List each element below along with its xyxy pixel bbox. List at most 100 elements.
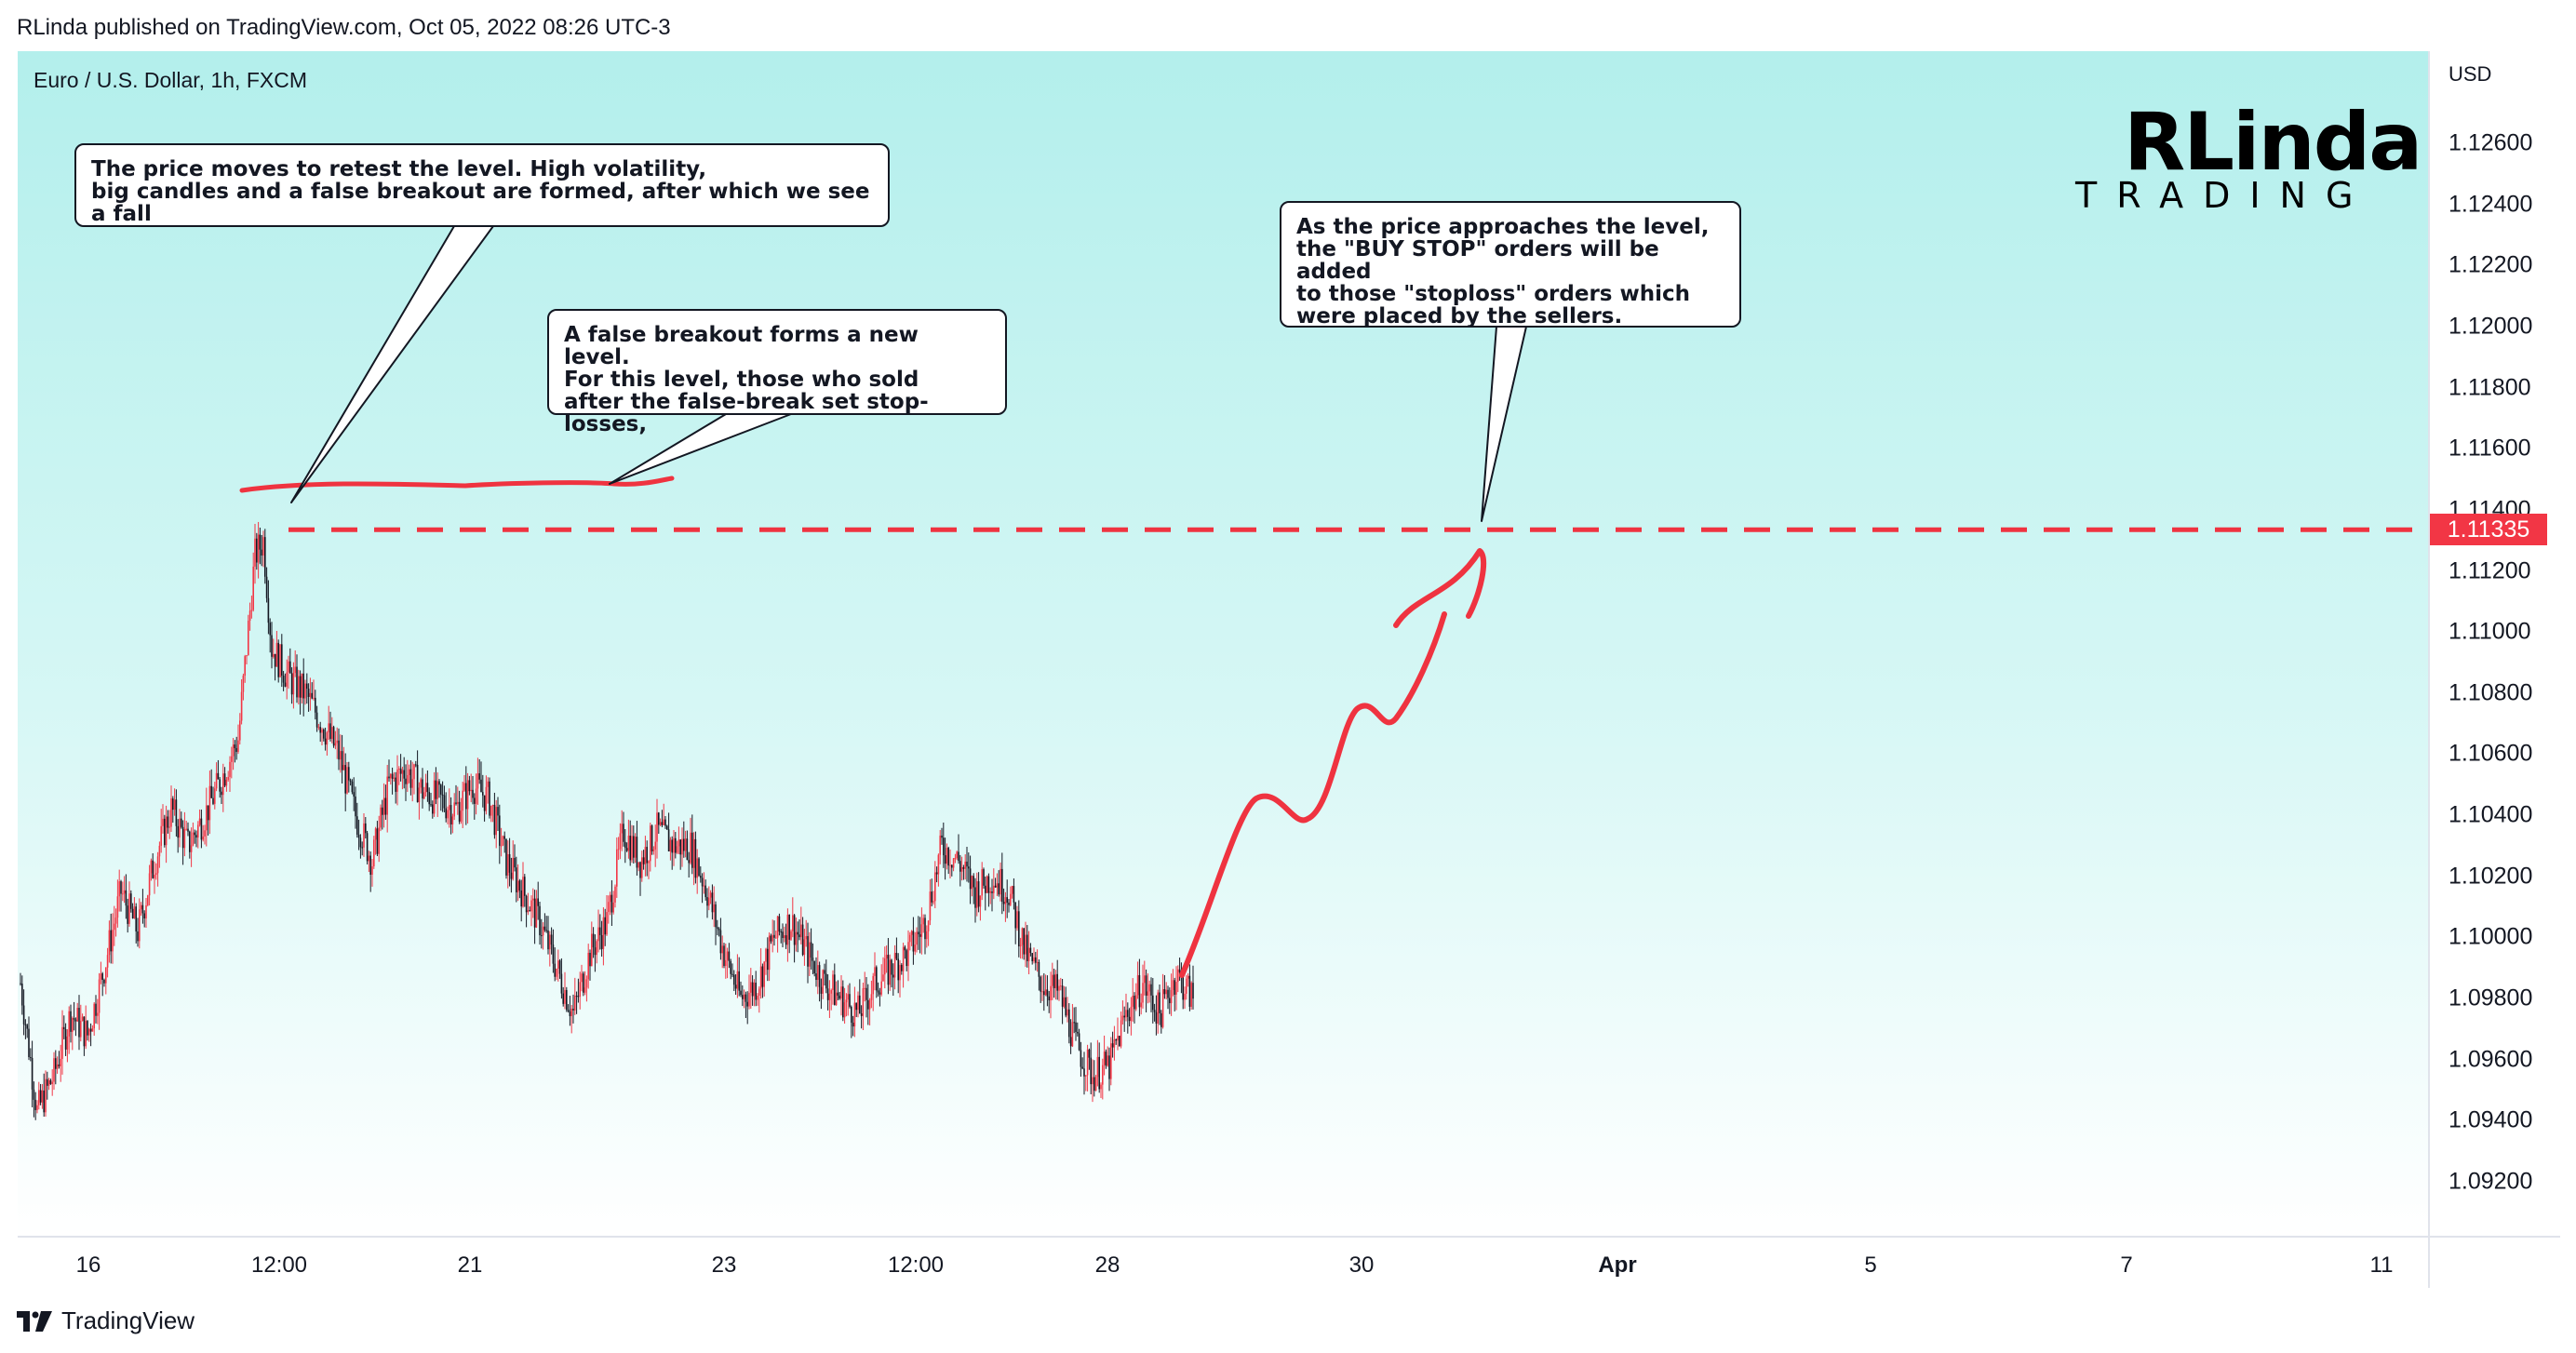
candle-body: [985, 885, 986, 893]
chart-plot-area[interactable]: Euro / U.S. Dollar, 1h, FXCM: [18, 51, 2428, 1236]
candle-body: [112, 930, 114, 952]
candle-body: [852, 1023, 854, 1027]
candle-body: [274, 653, 276, 667]
candle-body: [374, 828, 377, 840]
candle-body: [60, 1058, 61, 1066]
candle-body: [778, 916, 781, 932]
candle-body: [422, 779, 423, 799]
candle-body: [323, 729, 325, 739]
candle-body: [1157, 992, 1159, 1025]
candle-body: [616, 849, 618, 887]
candle-body: [1145, 975, 1147, 996]
candle-body: [1161, 989, 1164, 1027]
candle-body: [81, 1016, 84, 1021]
candle-body: [962, 866, 965, 869]
candle-body: [321, 729, 323, 733]
candle-body: [625, 848, 628, 851]
candle-body: [1188, 975, 1191, 1007]
candle-body: [765, 948, 767, 962]
candle-body: [704, 885, 706, 898]
candle-body: [349, 780, 352, 782]
candle-body: [803, 939, 806, 956]
candle-body: [909, 934, 911, 943]
candle-body: [177, 825, 179, 838]
tradingview-brand: TradingView: [61, 1306, 195, 1334]
candle-body: [820, 986, 823, 994]
tradingview-footer[interactable]: TradingView: [17, 1306, 195, 1335]
candle-body: [627, 836, 630, 851]
candle-body: [1134, 995, 1135, 1010]
candle-body: [824, 970, 825, 974]
candle-body: [1108, 1055, 1110, 1079]
candle-body: [256, 538, 258, 563]
price-axis[interactable]: USD 1.12600 1.12400 1.12200 1.12000 1.11800 1…: [2428, 51, 2560, 1236]
candle-body: [932, 901, 934, 903]
candle-body: [351, 781, 354, 793]
candle-body: [438, 781, 440, 785]
candle-body: [583, 973, 584, 993]
time-tick-label: 16: [75, 1253, 101, 1278]
candle-body: [179, 818, 181, 838]
candle-body: [175, 799, 178, 826]
time-tick-label: 12:00: [887, 1253, 945, 1278]
candle-body: [475, 788, 477, 804]
candle-body: [994, 885, 997, 888]
candle-body: [901, 964, 903, 971]
candle-body: [499, 815, 501, 846]
candle-body: [68, 1011, 70, 1037]
candle-body: [784, 935, 785, 939]
candle-body: [740, 990, 742, 996]
candle-body: [1016, 911, 1018, 929]
candle-body: [577, 996, 580, 998]
candle-body: [254, 538, 256, 567]
candle-body: [187, 828, 189, 832]
candle-body: [110, 930, 112, 952]
price-tick-label: 1.12000: [2449, 313, 2533, 340]
candle-body: [361, 847, 363, 849]
candle-body: [426, 783, 429, 793]
candle-body: [222, 773, 224, 796]
candle-body: [1102, 1065, 1104, 1085]
time-tick-label: 30: [1348, 1253, 1375, 1278]
candle-body: [728, 951, 731, 961]
candle-body: [1018, 911, 1020, 946]
candle-body: [262, 537, 264, 556]
candle-body: [560, 973, 563, 994]
candle-body: [864, 987, 865, 989]
candle-body: [743, 994, 745, 999]
candle-body: [1001, 868, 1003, 903]
time-axis[interactable]: 16 12:00 21 23 12:00 28 30 Apr 5 7 11: [18, 1236, 2428, 1288]
candle-body: [876, 967, 878, 991]
candle-body: [757, 996, 758, 1000]
time-tick-label: 11: [2369, 1253, 2394, 1278]
candle-body: [550, 934, 553, 945]
candle-body: [792, 915, 794, 931]
candle-body: [74, 1019, 77, 1022]
candle-body: [70, 1011, 72, 1032]
candle-body: [1040, 976, 1041, 992]
candle-body: [290, 673, 293, 695]
candle-body: [497, 807, 499, 816]
candle-body: [451, 816, 454, 824]
candle-body: [382, 797, 385, 815]
candle-body: [1029, 947, 1032, 954]
logo-bottom-text: TRADING: [2075, 175, 2373, 216]
candle-body: [234, 744, 236, 748]
candle-body: [155, 873, 157, 876]
candle-body: [1096, 1056, 1099, 1078]
candle-body: [805, 935, 807, 940]
candle-body: [173, 799, 176, 810]
candle-body: [1071, 1022, 1074, 1047]
candle-body: [1165, 989, 1167, 995]
time-tick-label: Apr: [1598, 1253, 1637, 1278]
candle-body: [47, 1079, 50, 1086]
candle-body: [1056, 973, 1058, 991]
candle-body: [835, 992, 838, 1005]
candle-body: [460, 810, 463, 822]
candle-body: [415, 764, 417, 766]
time-tick-label: 12:00: [250, 1253, 308, 1278]
candle-body: [1190, 983, 1192, 1007]
candle-body: [265, 576, 268, 598]
candle-body: [517, 880, 519, 892]
candle-body: [462, 790, 463, 811]
